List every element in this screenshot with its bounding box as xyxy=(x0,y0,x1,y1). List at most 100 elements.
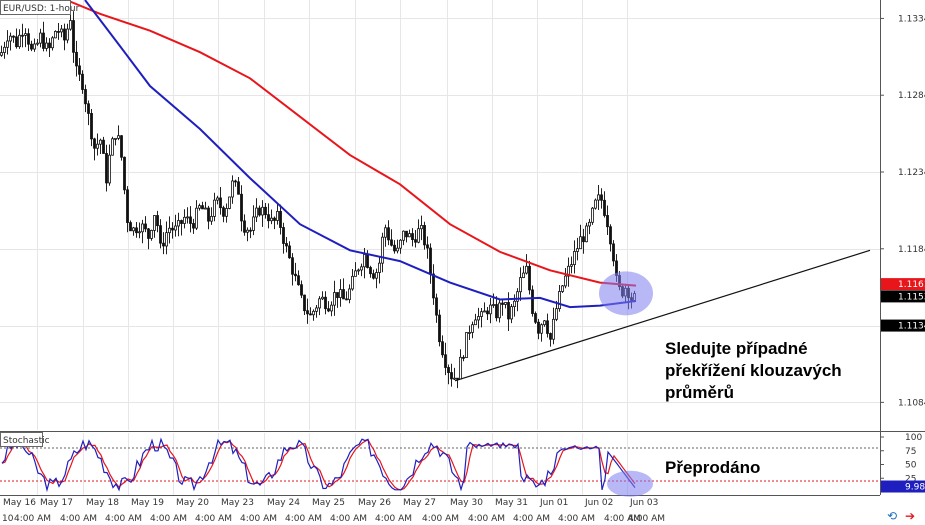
candle xyxy=(195,200,198,230)
candle xyxy=(522,265,525,279)
price-tick-label: 1.1284 xyxy=(898,91,925,101)
candle xyxy=(264,202,267,219)
price-panel xyxy=(0,0,871,389)
candle xyxy=(489,297,492,324)
candle xyxy=(381,232,384,273)
candle xyxy=(519,267,522,301)
stoch-tick-label: 50 xyxy=(905,461,917,471)
candle xyxy=(156,210,159,233)
logo-arrow-icon[interactable]: ➔ xyxy=(904,509,916,523)
candle xyxy=(225,203,228,223)
candle xyxy=(159,219,162,249)
candle xyxy=(201,201,204,210)
price-tag: 1.1134 xyxy=(881,319,925,332)
candle xyxy=(312,309,315,321)
stochastic-panel xyxy=(0,437,880,497)
candle xyxy=(177,212,180,237)
date-label: May 26 xyxy=(358,498,391,508)
candle xyxy=(180,219,183,236)
candle xyxy=(168,216,171,244)
date-label: Jun 03 xyxy=(629,498,658,508)
candle xyxy=(504,302,507,309)
candle xyxy=(486,306,489,320)
candle xyxy=(600,188,603,209)
candle xyxy=(114,137,117,146)
candle xyxy=(261,200,264,227)
time-label: 10 xyxy=(2,514,14,524)
candle xyxy=(579,224,582,250)
candle xyxy=(12,35,15,43)
moving-average-fast xyxy=(84,0,637,309)
candle xyxy=(192,218,195,234)
candle xyxy=(135,222,138,238)
candle xyxy=(183,209,186,229)
time-label: 4:00 AM xyxy=(468,514,505,524)
candle xyxy=(432,264,435,305)
candle xyxy=(309,307,312,316)
svg-text:1.1153: 1.1153 xyxy=(898,292,925,302)
candle xyxy=(162,232,165,255)
candle xyxy=(81,70,84,94)
candle xyxy=(321,291,324,300)
candle xyxy=(387,220,390,246)
sync-icon[interactable]: ⟲ xyxy=(886,509,898,523)
price-gridlines xyxy=(0,0,880,430)
candle xyxy=(132,226,135,236)
candle xyxy=(93,137,96,161)
candle xyxy=(66,23,69,44)
price-axis: 1.1334 1.1284 1.1234 1.1184 1.1134 1.1084 1.11… xyxy=(880,14,925,408)
candle xyxy=(345,291,348,301)
candle xyxy=(123,156,126,195)
candle xyxy=(3,41,6,59)
candle xyxy=(426,236,429,259)
candle xyxy=(219,186,222,215)
candle xyxy=(117,125,120,141)
svg-text:9.98: 9.98 xyxy=(905,483,925,493)
candle xyxy=(111,136,114,156)
candle xyxy=(552,307,555,345)
candle xyxy=(597,184,600,210)
price-tick-label: 1.1334 xyxy=(898,14,925,24)
candle xyxy=(603,191,606,218)
stochastic-axis: 100 75 50 259.98 xyxy=(880,433,925,493)
candle xyxy=(255,198,258,223)
candle xyxy=(396,239,399,254)
candle xyxy=(303,294,306,316)
candle xyxy=(153,215,156,238)
candle xyxy=(546,313,549,338)
candle xyxy=(375,268,378,289)
candle xyxy=(75,40,78,77)
candle xyxy=(417,219,420,244)
candle xyxy=(285,237,288,253)
price-tag: 1.1153 xyxy=(881,290,925,303)
candle xyxy=(573,240,576,274)
candle xyxy=(282,222,285,254)
time-label: 4:00 AM xyxy=(105,514,142,524)
time-label: 4:00 AM xyxy=(604,514,641,524)
candle xyxy=(0,45,3,57)
candle xyxy=(327,301,330,313)
candle xyxy=(369,265,372,278)
stoch-title-box: Stochastic xyxy=(0,432,50,447)
candle xyxy=(297,270,300,286)
date-label: May 23 xyxy=(221,498,254,508)
date-label: May 27 xyxy=(403,498,436,508)
candle xyxy=(276,203,279,225)
candle xyxy=(474,313,477,326)
stoch-tick-label: 100 xyxy=(905,433,922,443)
candle xyxy=(252,205,255,236)
candle xyxy=(273,216,276,230)
candle xyxy=(330,301,333,317)
candle xyxy=(27,28,30,51)
candle xyxy=(444,342,447,376)
candle xyxy=(441,335,444,358)
candle xyxy=(492,293,495,308)
stochastic-title: Stochastic xyxy=(3,436,50,446)
candle xyxy=(72,11,75,63)
time-label: 4:00 AM xyxy=(240,514,277,524)
candle xyxy=(96,133,99,156)
candle xyxy=(240,185,243,232)
candle xyxy=(336,292,339,308)
candle xyxy=(15,28,18,49)
candle xyxy=(258,205,261,217)
